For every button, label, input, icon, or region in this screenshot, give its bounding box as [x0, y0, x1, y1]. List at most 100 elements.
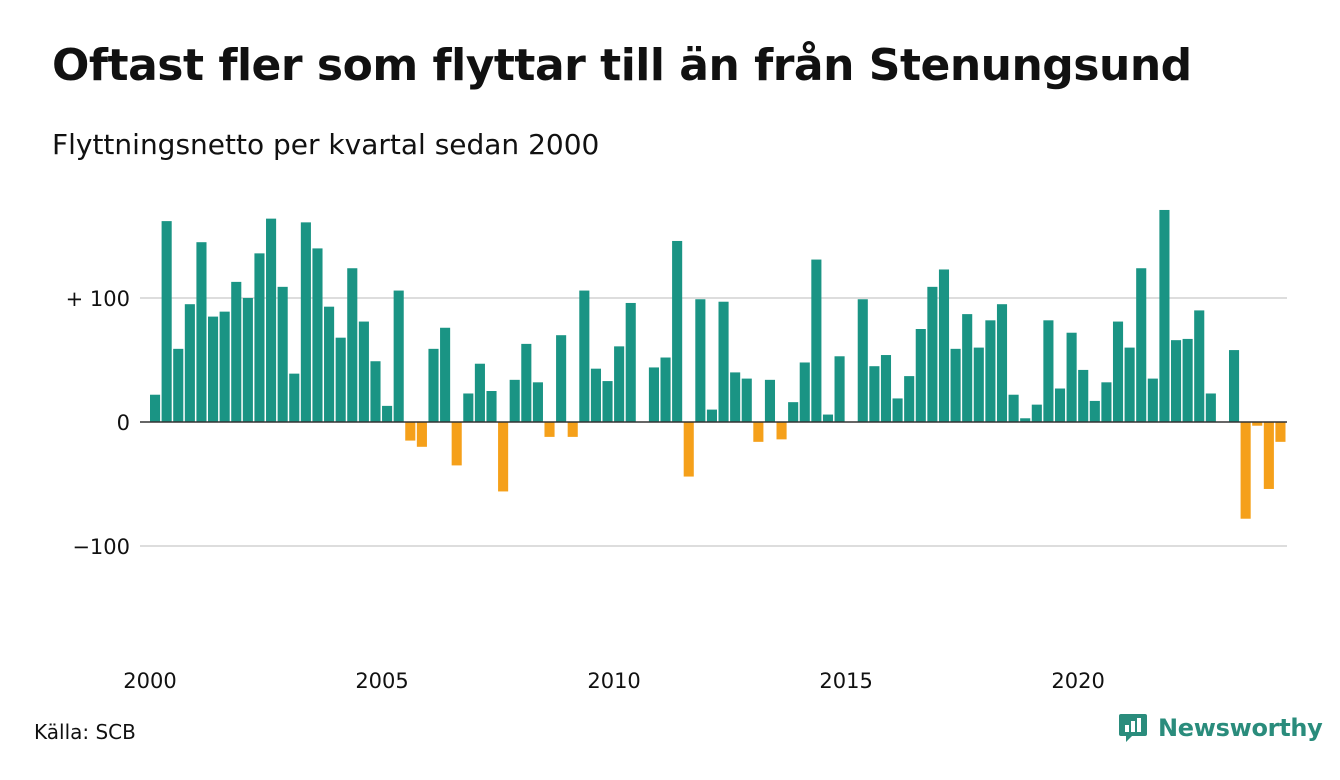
bar: [567, 422, 578, 437]
chart-subtitle: Flyttningsnetto per kvartal sedan 2000: [52, 128, 600, 161]
bar: [672, 240, 683, 422]
bar: [741, 378, 752, 422]
bar: [184, 304, 195, 422]
bar: [219, 311, 230, 422]
bar: [289, 373, 300, 422]
bar: [1020, 418, 1031, 422]
bar: [335, 337, 346, 422]
bar: [544, 422, 555, 437]
bar: [625, 302, 636, 422]
bar: [776, 422, 787, 440]
bar: [927, 286, 938, 422]
bar: [718, 301, 729, 422]
bar: [996, 304, 1008, 422]
bar: [1043, 320, 1054, 422]
bar: [660, 357, 671, 422]
bar: [1228, 350, 1240, 422]
bar: [973, 347, 984, 422]
bar: [892, 398, 903, 422]
bar: [358, 321, 369, 422]
axes: + 100 0 −100 2000 2005 2010 2015 2020: [66, 287, 1287, 693]
bar: [857, 299, 868, 422]
bar: [1054, 388, 1066, 422]
bar: [196, 242, 207, 422]
brand-logo[interactable]: Newsworthy: [1118, 712, 1323, 744]
bar: [474, 363, 485, 422]
bar: [440, 327, 451, 422]
bar: [869, 366, 880, 422]
bar: [1112, 321, 1124, 422]
bar: [254, 253, 265, 422]
bar: [242, 298, 253, 422]
bar: [985, 320, 996, 422]
bar: [602, 381, 613, 422]
bars: [150, 209, 1286, 519]
newsworthy-logo-icon: [1119, 714, 1147, 742]
bar: [579, 290, 590, 422]
bar: [463, 393, 474, 422]
bar: [753, 422, 764, 442]
bar: [938, 269, 950, 422]
bar: [416, 422, 427, 447]
bar: [811, 259, 822, 422]
bar: [1101, 382, 1112, 422]
bar: [173, 348, 184, 422]
bar: [405, 422, 416, 441]
bar: [208, 316, 219, 422]
bar: [266, 218, 277, 422]
bar: [1240, 422, 1251, 519]
bar: [1089, 400, 1100, 422]
bar: [231, 281, 242, 422]
bar: [324, 306, 335, 422]
bar: [521, 343, 532, 422]
bar: [1124, 347, 1135, 422]
bar: [1205, 393, 1216, 422]
bar: [799, 362, 810, 422]
bar: [347, 268, 358, 422]
y-tick-label: 0: [117, 411, 130, 435]
bar: [1136, 268, 1147, 422]
bar: [1159, 209, 1170, 422]
bar: [509, 379, 520, 422]
bar: [1147, 378, 1158, 422]
bar: [300, 222, 311, 422]
bar: [1252, 422, 1263, 426]
bar: [370, 361, 381, 422]
bar: [498, 422, 509, 492]
bar: [822, 414, 834, 422]
bar: [277, 286, 288, 422]
bar: [764, 379, 776, 422]
bar: [556, 335, 567, 422]
bar: [1031, 404, 1042, 422]
x-tick-label: 2000: [123, 669, 176, 693]
bar: [683, 422, 694, 477]
bar: [1170, 340, 1182, 422]
bar: [880, 355, 892, 422]
bar: [1194, 310, 1205, 422]
bar: [962, 314, 973, 422]
source-note: Källa: SCB: [34, 720, 136, 744]
bar: [312, 248, 323, 422]
bar: [1066, 332, 1077, 422]
bar: [614, 346, 625, 422]
bar: [161, 221, 172, 422]
x-tick-label: 2020: [1051, 669, 1104, 693]
bar: [1078, 369, 1089, 422]
bar: [150, 394, 161, 422]
bar: [695, 299, 706, 422]
bar: [451, 422, 462, 466]
bar: [532, 382, 543, 422]
bar: [486, 391, 497, 422]
bar: [904, 376, 915, 422]
grid-lines: [140, 297, 1287, 547]
bar: [590, 368, 601, 422]
bar: [788, 402, 799, 422]
bar: [648, 367, 659, 422]
bar: [1182, 338, 1193, 422]
bar: [1275, 422, 1286, 442]
bar: [382, 405, 393, 422]
x-tick-label: 2015: [819, 669, 872, 693]
y-tick-label: + 100: [66, 287, 130, 311]
brand-name: Newsworthy: [1158, 714, 1323, 742]
